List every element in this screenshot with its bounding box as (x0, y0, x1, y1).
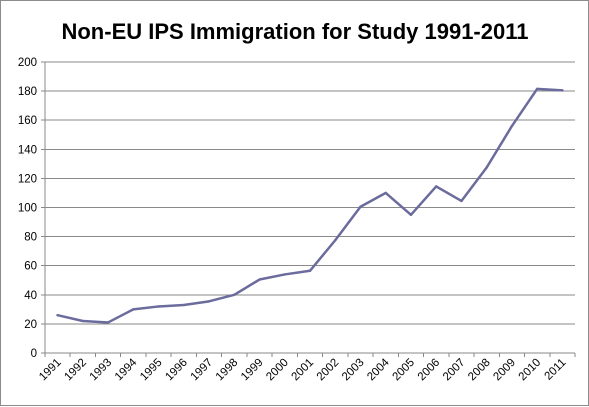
data-point (207, 300, 211, 303)
series-line (56, 87, 564, 324)
data-point (106, 321, 110, 324)
x-tick-label: 2007 (441, 357, 468, 384)
data-point (182, 303, 186, 307)
y-tick-label: 80 (24, 232, 37, 244)
y-tick-label: 0 (31, 348, 37, 360)
y-tick-label: 20 (24, 319, 37, 331)
data-point (56, 313, 59, 317)
x-axis-ticks: 1991199219931994199519961997199819992000… (37, 353, 576, 384)
data-point (283, 273, 286, 276)
y-tick-label: 120 (18, 173, 37, 185)
data-point (258, 278, 261, 281)
x-tick-label: 1994 (113, 356, 140, 383)
data-point (334, 239, 337, 242)
x-tick-label: 1997 (189, 357, 216, 384)
x-tick-label: 1995 (138, 357, 165, 384)
grid-lines (45, 61, 575, 325)
x-tick-label: 2000 (264, 357, 291, 384)
data-point (132, 308, 135, 311)
data-point (510, 124, 514, 128)
data-point (308, 269, 312, 272)
data-point (384, 191, 387, 195)
data-point (359, 205, 362, 208)
x-tick-label: 2004 (365, 356, 392, 383)
x-tick-label: 2010 (517, 357, 544, 384)
y-tick-label: 160 (18, 115, 37, 127)
x-tick-label: 2008 (466, 357, 493, 384)
x-tick-label: 2006 (416, 357, 443, 384)
data-point (535, 87, 539, 91)
x-tick-label: 1999 (239, 357, 266, 384)
x-tick-label: 2001 (290, 357, 317, 384)
y-tick-label: 180 (18, 86, 37, 98)
y-axis-ticks: 0 20 40 60 80 100 120 140 160 180 200 (18, 57, 45, 360)
x-tick-label: 1991 (37, 357, 64, 384)
data-point (460, 199, 463, 203)
x-tick-label: 2011 (543, 357, 569, 383)
data-point (434, 185, 438, 188)
y-tick-label: 100 (18, 203, 37, 215)
y-tick-label: 200 (18, 57, 37, 69)
data-point (233, 293, 236, 296)
x-tick-label: 2005 (390, 357, 417, 384)
x-tick-label: 1992 (62, 357, 89, 384)
x-tick-label: 1993 (88, 357, 115, 384)
chart-title: Non-EU IPS Immigration for Study 1991-20… (61, 19, 528, 44)
y-tick-label: 40 (24, 290, 37, 302)
data-point (81, 319, 85, 323)
data-point (409, 213, 413, 216)
data-point (157, 305, 160, 308)
x-tick-label: 2002 (315, 357, 342, 384)
data-point (485, 166, 488, 169)
x-tick-label: 2009 (491, 357, 518, 384)
y-tick-label: 60 (24, 261, 37, 273)
data-point (561, 89, 564, 92)
x-tick-label: 1996 (163, 357, 190, 384)
y-tick-label: 140 (18, 144, 37, 156)
x-tick-label: 1998 (214, 357, 241, 384)
data-series (56, 87, 564, 324)
x-tick-label: 2003 (340, 357, 367, 384)
